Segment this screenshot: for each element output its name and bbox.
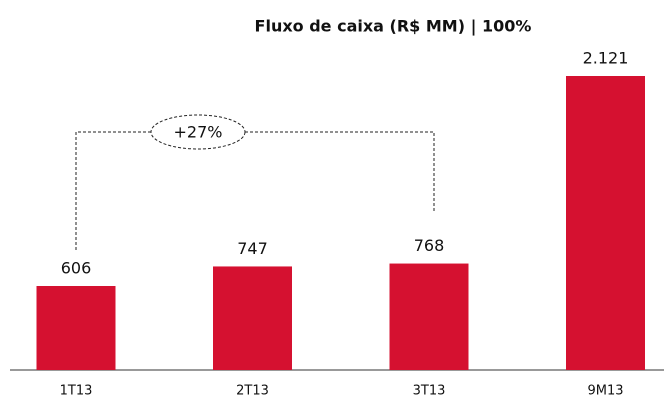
chart-title: Fluxo de caixa (R$ MM) | 100% [255, 17, 532, 37]
value-label: 606 [61, 259, 92, 278]
x-tick-label: 2T13 [236, 384, 269, 399]
bar [389, 263, 469, 370]
x-tick-label: 3T13 [413, 384, 446, 399]
annotation: +27% [174, 123, 223, 142]
bracket-left [75, 131, 151, 250]
bar [213, 266, 292, 370]
x-tick-label: 1T13 [60, 384, 93, 399]
bracket-right [245, 131, 435, 212]
value-label: 2.121 [583, 49, 629, 68]
x-tick-label: 9M13 [587, 384, 623, 399]
bar [36, 286, 116, 370]
value-label: 768 [414, 236, 445, 255]
value-label: 747 [237, 239, 268, 258]
growth-bracket [75, 114, 435, 250]
annotation-ellipse [150, 114, 246, 150]
bar [566, 76, 645, 370]
